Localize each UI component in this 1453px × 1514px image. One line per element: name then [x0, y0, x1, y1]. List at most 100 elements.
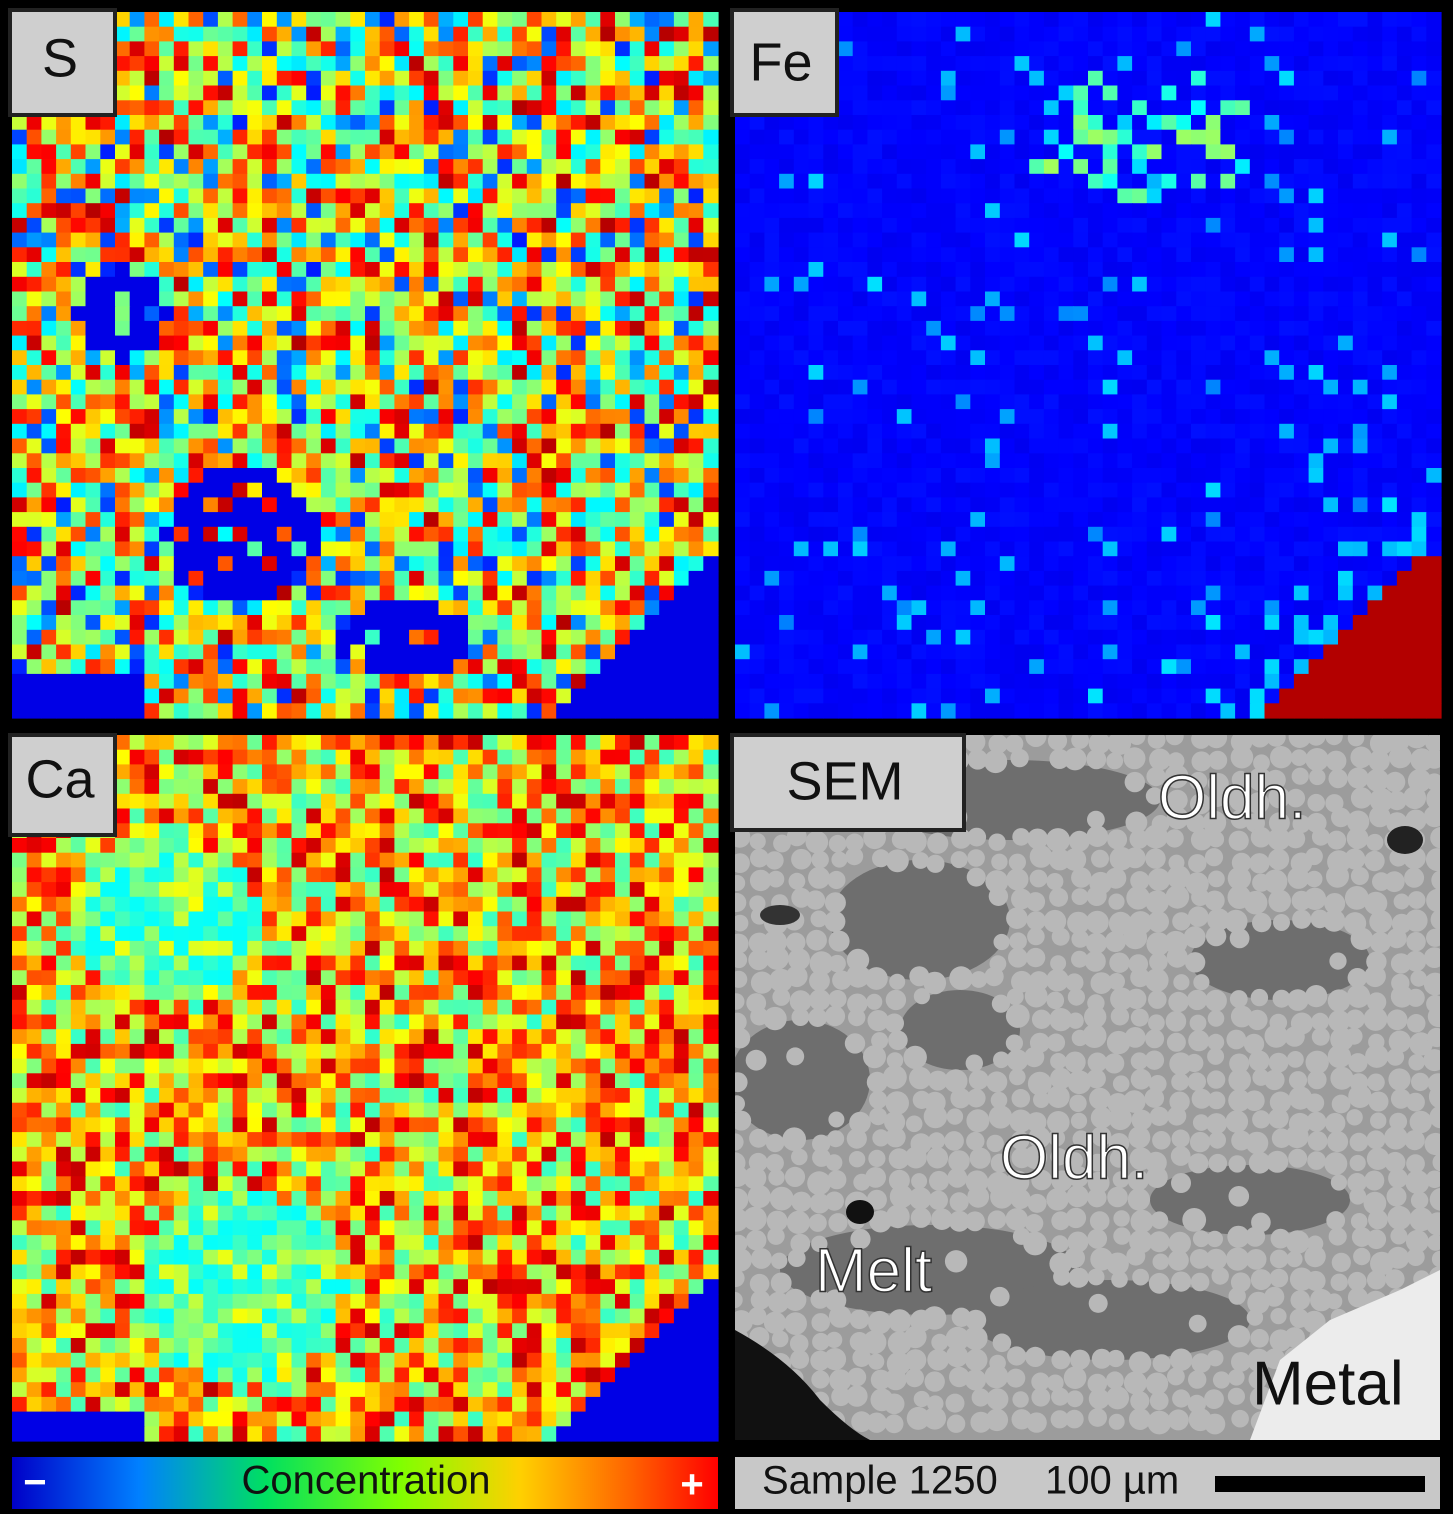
pixel — [615, 793, 631, 810]
pixel — [629, 735, 646, 751]
pixel — [1073, 262, 1089, 278]
pixel — [85, 129, 101, 145]
pixel — [1205, 570, 1221, 587]
pixel — [335, 541, 351, 557]
pixel — [1117, 526, 1133, 543]
pixel — [644, 482, 660, 498]
pixel — [379, 12, 395, 28]
pixel — [217, 468, 234, 484]
pixel — [350, 779, 366, 795]
pixel — [468, 306, 484, 322]
pixel — [203, 379, 219, 395]
pixel — [232, 764, 248, 780]
pixel — [100, 600, 116, 616]
pixel — [438, 262, 454, 278]
pixel — [1323, 85, 1339, 101]
pixel — [291, 585, 307, 601]
pixel — [1073, 438, 1089, 454]
pixel — [26, 379, 42, 395]
pixel — [838, 453, 854, 469]
pixel — [1176, 306, 1192, 322]
pixel — [1426, 512, 1442, 528]
pixel — [482, 615, 498, 631]
pixel — [735, 438, 751, 454]
pixel — [365, 585, 381, 601]
pixel — [409, 276, 425, 293]
pixel — [644, 144, 660, 160]
pixel — [823, 409, 839, 425]
pixel — [512, 497, 528, 513]
pixel — [1073, 659, 1089, 675]
pixel — [703, 838, 719, 854]
pixel — [585, 320, 601, 337]
pixel — [764, 585, 780, 601]
pixel — [247, 203, 263, 219]
pixel — [1308, 482, 1324, 498]
pixel — [512, 291, 528, 307]
pixel — [394, 482, 410, 498]
pixel — [882, 159, 898, 175]
pixel — [409, 793, 425, 810]
pixel — [1249, 556, 1266, 572]
pixel — [779, 144, 795, 160]
pixel — [911, 423, 927, 440]
pixel — [409, 217, 425, 234]
pixel — [659, 350, 675, 366]
pixel — [955, 56, 971, 72]
pixel — [1308, 673, 1324, 690]
pixel — [526, 115, 543, 131]
pixel — [823, 600, 839, 616]
pixel — [394, 247, 410, 263]
pixel — [335, 232, 351, 248]
pixel — [1073, 144, 1089, 160]
pixel — [159, 232, 175, 248]
pixel — [1235, 306, 1251, 322]
pixel — [365, 409, 381, 425]
pixel — [600, 70, 616, 87]
pixel — [688, 468, 704, 484]
pixel — [867, 365, 883, 381]
pixel — [808, 688, 824, 704]
pixel — [453, 497, 469, 513]
pixel — [173, 115, 190, 131]
pixel — [1176, 468, 1192, 484]
pixel — [526, 779, 543, 795]
pixel — [320, 394, 337, 410]
pixel — [852, 232, 868, 248]
pixel — [955, 600, 971, 616]
pixel — [129, 779, 145, 795]
pixel — [1396, 247, 1413, 263]
pixel — [115, 808, 131, 824]
pixel — [823, 379, 839, 395]
pixel — [320, 838, 337, 854]
pixel — [350, 320, 366, 337]
pixel — [526, 526, 543, 543]
pixel — [56, 394, 72, 410]
pixel — [291, 673, 307, 690]
pixel — [779, 703, 795, 719]
pixel — [1411, 629, 1427, 646]
pixel — [276, 585, 293, 601]
pixel — [438, 749, 454, 765]
pixel — [852, 247, 868, 263]
pixel — [365, 173, 381, 190]
pixel — [703, 70, 719, 87]
pixel — [438, 823, 454, 839]
pixel — [129, 247, 145, 263]
pixel — [882, 188, 898, 204]
pixel — [394, 26, 410, 42]
pixel — [159, 394, 175, 410]
pixel — [526, 482, 543, 498]
pixel — [365, 41, 381, 57]
pixel — [115, 159, 131, 175]
pixel — [203, 600, 219, 616]
pixel — [453, 409, 469, 425]
pixel — [556, 85, 572, 101]
pixel — [526, 247, 543, 263]
pixel — [1102, 409, 1118, 425]
pixel — [217, 779, 234, 795]
pixel — [468, 115, 484, 131]
pixel — [1323, 512, 1339, 528]
pixel — [1308, 232, 1324, 248]
pixel — [688, 570, 704, 587]
